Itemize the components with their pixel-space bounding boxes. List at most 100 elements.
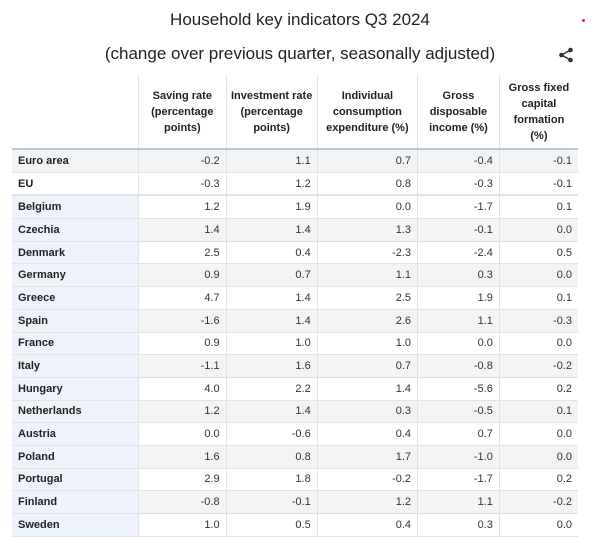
table-cell: 0.9 bbox=[138, 263, 227, 288]
table-cell: 1.9 bbox=[417, 286, 500, 310]
table-cell: -0.3 bbox=[417, 172, 500, 197]
table-cell: 1.4 bbox=[225, 286, 318, 310]
table-cell: 0.0 bbox=[498, 422, 578, 446]
row-label: Sweden bbox=[12, 513, 139, 537]
table-cell: 1.1 bbox=[417, 490, 500, 514]
table-cell: 0.7 bbox=[316, 354, 418, 378]
row-label: Euro area bbox=[12, 149, 139, 173]
table-cell: -0.1 bbox=[498, 172, 578, 197]
table-row: Hungary 4.0 2.2 1.4 -5.6 0.2 bbox=[12, 377, 578, 401]
table-cell: 1.0 bbox=[138, 513, 227, 537]
table-row: Germany 0.9 0.7 1.1 0.3 0.0 bbox=[12, 263, 578, 288]
table-cell: -0.8 bbox=[417, 354, 500, 378]
table-cell: -5.6 bbox=[417, 377, 500, 401]
table-cell: -0.8 bbox=[138, 490, 227, 514]
table-cell: 0.1 bbox=[498, 195, 578, 220]
indicators-table: Saving rate (percentage points) Investmen… bbox=[12, 75, 578, 537]
share-icon[interactable] bbox=[558, 47, 574, 63]
row-label: Portugal bbox=[12, 468, 139, 492]
table-cell: 2.6 bbox=[316, 309, 418, 333]
column-header: Gross disposable income (%) bbox=[417, 75, 500, 150]
row-label: Netherlands bbox=[12, 400, 139, 424]
row-label: Finland bbox=[12, 490, 139, 514]
row-label: Denmark bbox=[12, 241, 139, 265]
table-cell: 2.2 bbox=[225, 377, 318, 401]
table-row: Euro area -0.2 1.1 0.7 -0.4 -0.1 bbox=[12, 149, 578, 173]
table-row: Denmark 2.5 0.4 -2.3 -2.4 0.5 bbox=[12, 241, 578, 265]
table-cell: 1.1 bbox=[316, 263, 418, 288]
table-row: Finland -0.8 -0.1 1.2 1.1 -0.2 bbox=[12, 490, 578, 514]
table-cell: -0.2 bbox=[138, 149, 227, 173]
table-cell: 0.3 bbox=[316, 400, 418, 424]
table-row: France 0.9 1.0 1.0 0.0 0.0 bbox=[12, 332, 578, 356]
table-cell: 0.5 bbox=[498, 241, 578, 265]
table-row: Netherlands 1.2 1.4 0.3 -0.5 0.1 bbox=[12, 400, 578, 424]
column-header bbox=[12, 75, 139, 150]
row-label: Belgium bbox=[12, 195, 139, 220]
table-cell: 1.2 bbox=[316, 490, 418, 514]
table-cell: 1.1 bbox=[417, 309, 500, 333]
table-cell: 2.5 bbox=[138, 241, 227, 265]
table-header-row: Saving rate (percentage points) Investmen… bbox=[12, 75, 578, 150]
row-label: Poland bbox=[12, 445, 139, 469]
table-cell: 0.2 bbox=[498, 468, 578, 492]
table-row: EU -0.3 1.2 0.8 -0.3 -0.1 bbox=[12, 172, 578, 197]
table-cell: 0.2 bbox=[498, 377, 578, 401]
table-cell: 0.4 bbox=[316, 513, 418, 537]
table-cell: 1.6 bbox=[225, 354, 318, 378]
row-label: France bbox=[12, 332, 139, 356]
table-cell: -0.2 bbox=[498, 490, 578, 514]
table-cell: -0.3 bbox=[138, 172, 227, 197]
table-cell: -0.4 bbox=[417, 149, 500, 173]
column-header: Individual consumption expenditure (%) bbox=[316, 75, 418, 150]
row-label: Spain bbox=[12, 309, 139, 333]
table-cell: 1.1 bbox=[225, 149, 318, 173]
table-cell: -0.2 bbox=[316, 468, 418, 492]
notification-dot bbox=[582, 19, 585, 22]
table-row: Poland 1.6 0.8 1.7 -1.0 0.0 bbox=[12, 445, 578, 469]
table-row: Austria 0.0 -0.6 0.4 0.7 0.0 bbox=[12, 422, 578, 446]
table-cell: 0.1 bbox=[498, 400, 578, 424]
row-label: Germany bbox=[12, 263, 139, 288]
table-cell: -0.6 bbox=[225, 422, 318, 446]
table-cell: 1.3 bbox=[316, 218, 418, 242]
table-cell: 0.7 bbox=[225, 263, 318, 288]
table-cell: -0.1 bbox=[225, 490, 318, 514]
table-cell: 0.0 bbox=[498, 263, 578, 288]
table-cell: 0.0 bbox=[498, 218, 578, 242]
table-cell: 0.1 bbox=[498, 286, 578, 310]
column-header: Gross fixed capital formation (%) bbox=[498, 75, 578, 150]
page-subtitle: (change over previous quarter, seasonall… bbox=[104, 44, 496, 63]
row-label: Czechia bbox=[12, 218, 139, 242]
table-cell: -0.5 bbox=[417, 400, 500, 424]
table-cell: 0.0 bbox=[417, 332, 500, 356]
table-cell: -0.1 bbox=[417, 218, 500, 242]
table-cell: 4.0 bbox=[138, 377, 227, 401]
table-cell: 1.4 bbox=[225, 400, 318, 424]
table-cell: 1.2 bbox=[225, 172, 318, 197]
table-cell: 0.3 bbox=[417, 263, 500, 288]
table-cell: -0.2 bbox=[498, 354, 578, 378]
table-cell: 1.0 bbox=[225, 332, 318, 356]
page-title: Household key indicators Q3 2024 bbox=[170, 10, 430, 29]
table-cell: 0.0 bbox=[498, 445, 578, 469]
column-header: Saving rate (percentage points) bbox=[138, 75, 227, 150]
row-label: Austria bbox=[12, 422, 139, 446]
table-cell: 4.7 bbox=[138, 286, 227, 310]
table-cell: 0.3 bbox=[417, 513, 500, 537]
table-cell: 1.4 bbox=[316, 377, 418, 401]
table-cell: -0.1 bbox=[498, 149, 578, 173]
table-row: Belgium 1.2 1.9 0.0 -1.7 0.1 bbox=[12, 195, 578, 220]
table-cell: 0.4 bbox=[316, 422, 418, 446]
table-cell: -2.4 bbox=[417, 241, 500, 265]
table-cell: -2.3 bbox=[316, 241, 418, 265]
table-row: Czechia 1.4 1.4 1.3 -0.1 0.0 bbox=[12, 218, 578, 242]
table-row: Spain -1.6 1.4 2.6 1.1 -0.3 bbox=[12, 309, 578, 333]
table-cell: -0.3 bbox=[498, 309, 578, 333]
row-label: EU bbox=[12, 172, 139, 197]
row-label: Italy bbox=[12, 354, 139, 378]
table-cell: -1.7 bbox=[417, 468, 500, 492]
table-cell: 0.0 bbox=[316, 195, 418, 220]
table-cell: 1.9 bbox=[225, 195, 318, 220]
table-cell: 1.4 bbox=[225, 218, 318, 242]
